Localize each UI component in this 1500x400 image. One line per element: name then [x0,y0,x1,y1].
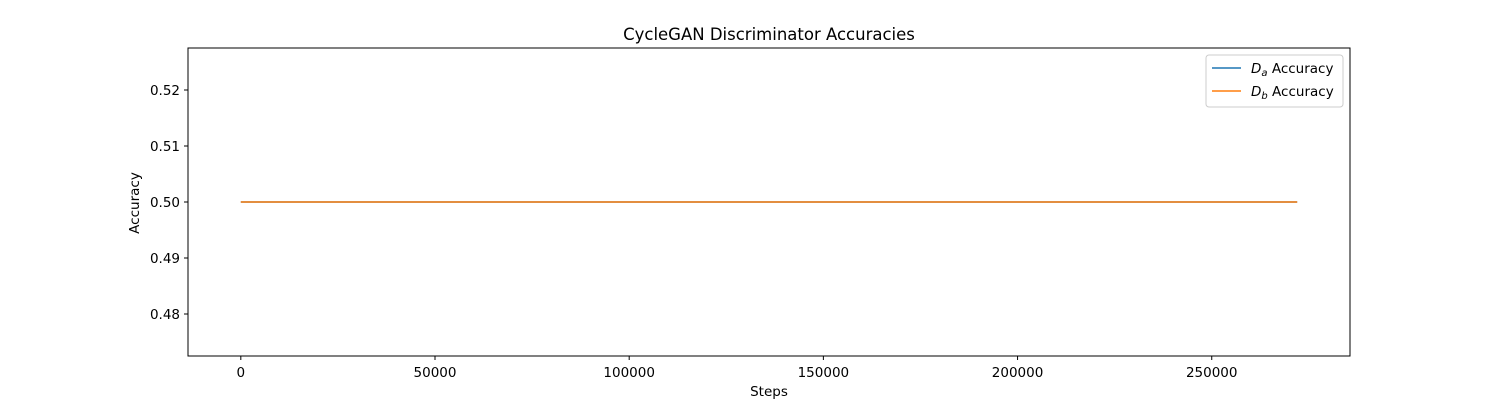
x-axis-label: Steps [750,384,788,400]
y-tick-label: 0.49 [150,251,180,267]
x-tick-label: 200000 [992,365,1044,381]
x-tick-label: 100000 [603,365,655,381]
x-axis-ticks: 0 50000 100000 150000 200000 250000 [237,356,1238,381]
legend: Da Accuracy Db Accuracy [1205,54,1344,108]
x-tick-label: 150000 [798,365,850,381]
y-tick-label: 0.50 [150,195,180,211]
chart-title: CycleGAN Discriminator Accuracies [623,25,915,44]
x-tick-label: 250000 [1186,365,1238,381]
y-tick-label: 0.52 [150,83,180,99]
y-tick-label: 0.48 [150,307,180,323]
y-axis-ticks: 0.48 0.49 0.50 0.51 0.52 [150,83,188,323]
legend-label-b: Db Accuracy [1251,84,1334,102]
legend-label-a: Da Accuracy [1251,61,1333,79]
x-tick-label: 0 [237,365,246,381]
y-axis-label: Accuracy [127,172,143,234]
x-tick-label: 50000 [414,365,457,381]
y-tick-label: 0.51 [150,139,180,155]
